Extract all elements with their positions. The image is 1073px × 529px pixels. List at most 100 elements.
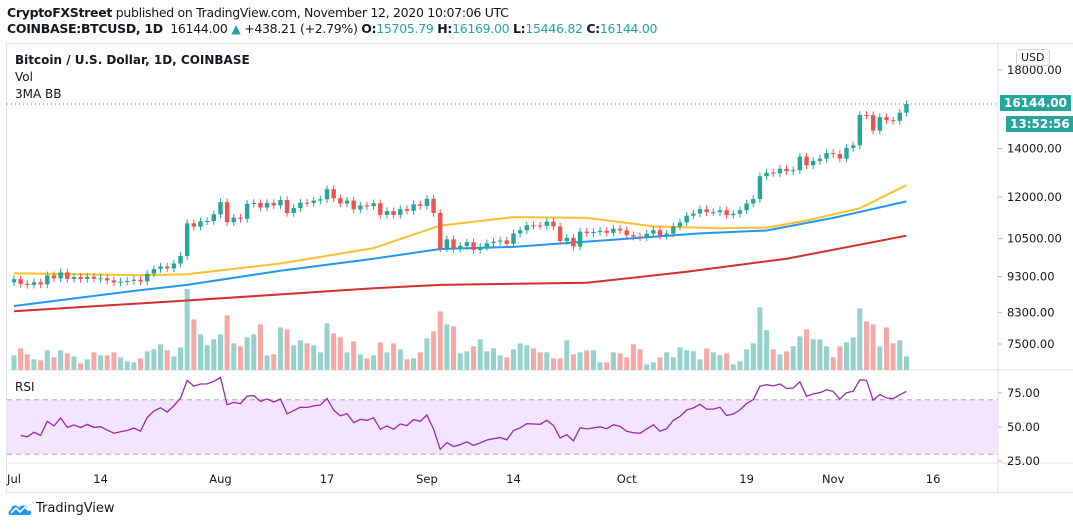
price-change: +438.21 (+2.79%) [244,21,358,36]
candle-body [244,203,250,219]
candle-body [71,277,77,279]
candle-body [737,210,743,214]
volume-bar [424,338,430,370]
volume-bar [804,329,810,370]
volume-bar [770,349,776,370]
candle-body [517,230,523,234]
price-tick-label: 9300.00 [1007,270,1055,284]
price-tick-label: 18000.00 [1007,63,1062,77]
candle-body [11,279,17,283]
time-axis-label: Jul [6,472,21,486]
volume-bar [324,323,330,370]
volume-bar [677,347,683,370]
volume-bar [151,349,157,370]
candle-body [691,213,696,216]
candle-body [145,273,150,282]
volume-bar [457,353,463,370]
volume-bar [604,362,610,370]
candle-body [884,117,889,121]
candle-body [251,202,256,204]
volume-bar [251,334,257,370]
volume-bar [91,352,97,370]
candle-body [724,210,729,216]
price-tick-label: 14000.00 [1007,142,1062,156]
candle-body [151,269,157,274]
volume-bar [650,362,656,370]
volume-bar [131,362,137,370]
candle-body [438,212,443,249]
candle-body [231,217,236,223]
candle-body [584,231,589,234]
candle-body [364,205,370,207]
candle-body [644,233,649,238]
candle-body [777,168,783,174]
legend-ma[interactable]: 3MA BB [15,87,62,101]
volume-bar [664,352,670,370]
legend-title[interactable]: Bitcoin / U.S. Dollar, 1D, COINBASE [15,53,250,67]
candle-body [91,276,97,279]
candle-body [631,235,636,237]
candle-body [537,225,543,227]
volume-bar [437,311,443,370]
candle-body [271,202,276,206]
volume-bar [377,342,383,370]
volume-bar [164,350,170,370]
volume-bar [863,321,869,370]
candle-body [85,276,90,279]
candle-body [591,231,596,234]
candle-body [25,283,30,285]
volume-bar [777,354,783,370]
volume-bar [477,339,483,370]
candle-body [424,198,430,206]
volume-bar [38,360,44,370]
legend-vol[interactable]: Vol [15,70,33,84]
candle-body [311,200,316,203]
volume-bar [124,361,130,370]
volume-bar [284,329,290,370]
rsi-line [20,376,907,451]
volume-bar [790,346,796,370]
candle-body [238,217,243,219]
candle-body [98,278,103,280]
candle-body [38,282,43,285]
candle-body [824,153,829,159]
candle-body [418,204,423,206]
volume-bar [590,350,596,370]
volume-bar [444,324,450,370]
candle-body [677,222,683,227]
candle-body [531,225,536,227]
candle-body [218,202,223,215]
legend-rsi[interactable]: RSI [15,380,35,394]
volume-bar [111,352,117,370]
candle-body [557,226,563,242]
volume-bar [764,330,770,370]
publisher-name[interactable]: CryptoFXStreet [7,5,113,20]
tradingview-logo[interactable]: TradingView [8,501,115,516]
candle-body [224,202,230,223]
volume-bar [511,349,516,370]
candle-body [844,147,849,159]
symbol: COINBASE:BTCUSD, 1D [7,21,163,36]
currency-button[interactable]: USD [1016,49,1050,66]
price-tick-label: 7500.00 [1007,337,1055,351]
candle-body [471,242,476,250]
candle-body [797,156,803,171]
volume-bar [584,350,590,370]
volume-bar [291,345,297,370]
volume-bar [391,343,397,370]
volume-bar [697,359,703,370]
candle-body [458,245,463,249]
candle-body [264,202,270,208]
volume-bar [877,346,883,370]
candle-body [298,202,303,209]
time-axis-label: 17 [320,472,335,486]
volume-bar [577,352,583,370]
candle-body [338,198,343,204]
volume-bar [484,351,490,370]
volume-bar [491,348,497,370]
tradingview-cloud-icon [8,505,32,515]
candle-body [464,242,470,246]
candle-body [830,153,836,155]
candle-body [704,209,709,213]
